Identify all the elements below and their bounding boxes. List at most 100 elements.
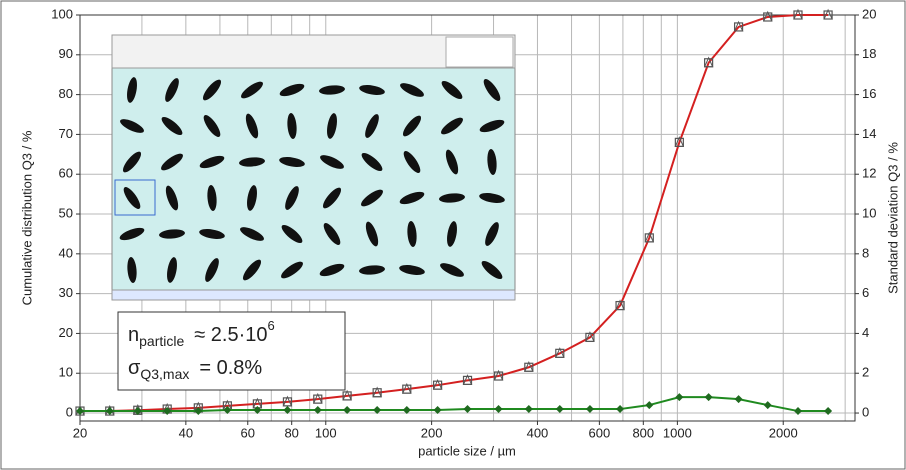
point-marker [372, 386, 382, 398]
x-tick-label: 2000 [769, 425, 798, 440]
y-axis-label: Cumulative distribution Q3 / % [19, 130, 34, 305]
y-tick-label: 20 [59, 325, 73, 340]
particle [127, 257, 137, 283]
annotation-text: = 0.8% [199, 357, 262, 379]
y-tick-label: 0 [66, 404, 73, 419]
point-marker [493, 369, 504, 381]
annotation-box [117, 311, 346, 391]
particle [279, 83, 305, 97]
particle [359, 85, 385, 95]
particle [119, 227, 145, 241]
particle [240, 227, 264, 241]
point-marker [313, 406, 322, 415]
y-tick-label: 60 [59, 166, 73, 181]
particle [323, 223, 341, 245]
inset-window [111, 34, 516, 301]
particle [122, 151, 142, 173]
y2-tick-label: 16 [862, 86, 876, 101]
point-marker [763, 401, 772, 410]
particle [322, 187, 342, 209]
particle [359, 265, 385, 275]
x-tick-label: 40 [179, 425, 193, 440]
particle [287, 113, 297, 139]
point-marker [402, 406, 411, 415]
y2-tick-label: 12 [862, 166, 876, 181]
y2-tick-label: 2 [862, 365, 869, 380]
y-tick-label: 50 [59, 205, 73, 220]
particle [365, 114, 379, 138]
particle [167, 257, 177, 283]
y-tick-label: 40 [59, 245, 73, 260]
particle [165, 78, 179, 102]
y2-tick-label: 20 [862, 6, 876, 21]
particle [447, 221, 457, 247]
particle [440, 263, 464, 277]
x-tick-label: 600 [589, 425, 611, 440]
y-tick-label: 70 [59, 126, 73, 141]
particle [399, 191, 425, 205]
y2-tick-label: 8 [862, 245, 869, 260]
x-tick-label: 400 [527, 425, 549, 440]
point-marker [282, 395, 293, 407]
annotation-subscript: Q3,max [140, 366, 189, 382]
particle [361, 152, 383, 172]
point-marker [76, 407, 84, 416]
particle [161, 116, 183, 136]
point-marker [734, 395, 743, 404]
particle [159, 229, 185, 239]
y-tick-label: 80 [59, 86, 73, 101]
particle [441, 80, 463, 100]
point-marker [524, 361, 534, 372]
annotation-subscript: particle [139, 333, 184, 349]
particle [403, 151, 421, 173]
particle [479, 119, 505, 133]
series-line [80, 14, 829, 413]
point-marker [824, 407, 833, 416]
point-marker [194, 407, 203, 416]
series-line [80, 396, 829, 413]
point-marker [793, 407, 802, 416]
point-marker [462, 374, 473, 385]
point-marker [616, 405, 625, 414]
point-marker [343, 406, 352, 415]
particle [279, 157, 305, 167]
particle [399, 265, 425, 275]
y-tick-label: 30 [59, 285, 73, 300]
point-marker [733, 20, 744, 32]
point-marker [313, 392, 323, 404]
particle [241, 81, 263, 99]
particle [281, 224, 303, 244]
point-marker [823, 8, 833, 20]
particle [205, 258, 219, 282]
particle [127, 77, 137, 103]
inset-selection [114, 179, 156, 216]
particle [327, 113, 337, 139]
x-tick-label: 60 [241, 425, 255, 440]
particle [202, 79, 222, 101]
particle [400, 83, 424, 97]
particle [485, 222, 499, 246]
point-marker [105, 407, 114, 416]
point-marker [762, 10, 773, 22]
point-marker [253, 406, 262, 415]
particle [445, 149, 459, 175]
particle [320, 155, 344, 169]
particle [120, 119, 144, 133]
particle [407, 221, 417, 247]
point-marker [342, 389, 352, 401]
y2-tick-label: 6 [862, 285, 869, 300]
point-marker [704, 393, 713, 402]
particle [245, 113, 259, 139]
point-marker [555, 405, 564, 414]
particle [361, 189, 383, 207]
point-marker [555, 347, 565, 358]
point-marker [402, 382, 412, 394]
y-tick-label: 100 [51, 6, 73, 21]
annotation-symbol: σ [128, 357, 141, 379]
particle [165, 185, 179, 211]
y-tick-label: 10 [59, 365, 73, 380]
particle [439, 193, 465, 203]
point-marker [283, 406, 292, 415]
point-marker [494, 405, 503, 414]
particle [365, 221, 379, 247]
